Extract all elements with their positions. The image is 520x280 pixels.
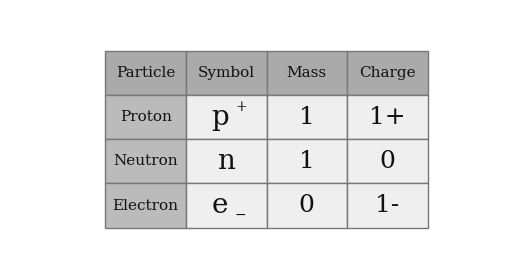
Text: Symbol: Symbol (198, 66, 255, 80)
Text: 1: 1 (299, 150, 315, 173)
Bar (347, 51, 427, 95)
Text: −: − (235, 208, 246, 222)
Text: n: n (217, 148, 235, 175)
Text: 0: 0 (299, 194, 315, 217)
Bar (106, 95, 186, 139)
Bar (267, 51, 347, 95)
Text: e: e (212, 192, 228, 219)
Text: +: + (236, 101, 248, 115)
Text: p: p (211, 104, 229, 131)
Bar (186, 51, 267, 95)
Bar (267, 139, 347, 183)
Bar (186, 139, 267, 183)
Bar (106, 183, 186, 228)
Bar (347, 139, 427, 183)
Text: 1: 1 (299, 106, 315, 129)
Text: Neutron: Neutron (113, 154, 178, 168)
Text: Mass: Mass (287, 66, 327, 80)
Bar (347, 95, 427, 139)
Bar (267, 95, 347, 139)
Bar (267, 183, 347, 228)
Text: 1+: 1+ (369, 106, 406, 129)
Bar (186, 95, 267, 139)
Text: 1-: 1- (375, 194, 399, 217)
Bar (347, 183, 427, 228)
Text: Proton: Proton (120, 110, 172, 124)
Bar (186, 183, 267, 228)
Text: 0: 0 (380, 150, 395, 173)
Bar (106, 139, 186, 183)
Text: Charge: Charge (359, 66, 415, 80)
Text: Electron: Electron (113, 199, 178, 213)
Text: Particle: Particle (116, 66, 175, 80)
Bar (106, 51, 186, 95)
